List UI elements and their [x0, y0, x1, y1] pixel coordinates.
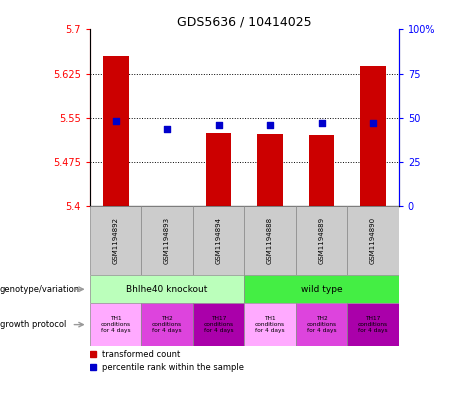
Bar — [296, 206, 347, 275]
Text: wild type: wild type — [301, 285, 343, 294]
Bar — [257, 134, 283, 206]
Point — [163, 125, 171, 132]
Bar — [90, 303, 142, 346]
Text: TH17
conditions
for 4 days: TH17 conditions for 4 days — [358, 316, 388, 333]
Bar — [193, 206, 244, 275]
Text: GSM1194889: GSM1194889 — [319, 217, 325, 264]
Text: GSM1194893: GSM1194893 — [164, 217, 170, 264]
Bar — [309, 135, 334, 206]
Text: TH2
conditions
for 4 days: TH2 conditions for 4 days — [307, 316, 337, 333]
Bar — [244, 303, 296, 346]
Point — [215, 122, 222, 128]
Text: TH1
conditions
for 4 days: TH1 conditions for 4 days — [100, 316, 131, 333]
Text: TH1
conditions
for 4 days: TH1 conditions for 4 days — [255, 316, 285, 333]
Bar — [347, 303, 399, 346]
Text: TH17
conditions
for 4 days: TH17 conditions for 4 days — [203, 316, 234, 333]
Text: Bhlhe40 knockout: Bhlhe40 knockout — [126, 285, 208, 294]
Bar — [347, 206, 399, 275]
Text: growth protocol: growth protocol — [0, 320, 66, 329]
Bar — [90, 275, 244, 303]
Text: GSM1194888: GSM1194888 — [267, 217, 273, 264]
Bar — [206, 133, 231, 206]
Text: GSM1194890: GSM1194890 — [370, 217, 376, 264]
Text: transformed count: transformed count — [102, 350, 181, 358]
Bar — [244, 206, 296, 275]
Title: GDS5636 / 10414025: GDS5636 / 10414025 — [177, 15, 312, 28]
Point — [112, 118, 119, 125]
Bar — [103, 56, 129, 206]
Text: GSM1194894: GSM1194894 — [216, 217, 222, 264]
Point — [266, 122, 274, 128]
Text: TH2
conditions
for 4 days: TH2 conditions for 4 days — [152, 316, 182, 333]
Bar — [90, 206, 142, 275]
Point — [318, 120, 325, 127]
Text: GSM1194892: GSM1194892 — [112, 217, 118, 264]
Text: percentile rank within the sample: percentile rank within the sample — [102, 363, 244, 371]
Bar — [142, 206, 193, 275]
Bar — [244, 275, 399, 303]
Bar — [193, 303, 244, 346]
Bar — [142, 303, 193, 346]
Text: genotype/variation: genotype/variation — [0, 285, 80, 294]
Bar — [296, 303, 347, 346]
Bar — [360, 66, 386, 206]
Point — [369, 120, 377, 127]
